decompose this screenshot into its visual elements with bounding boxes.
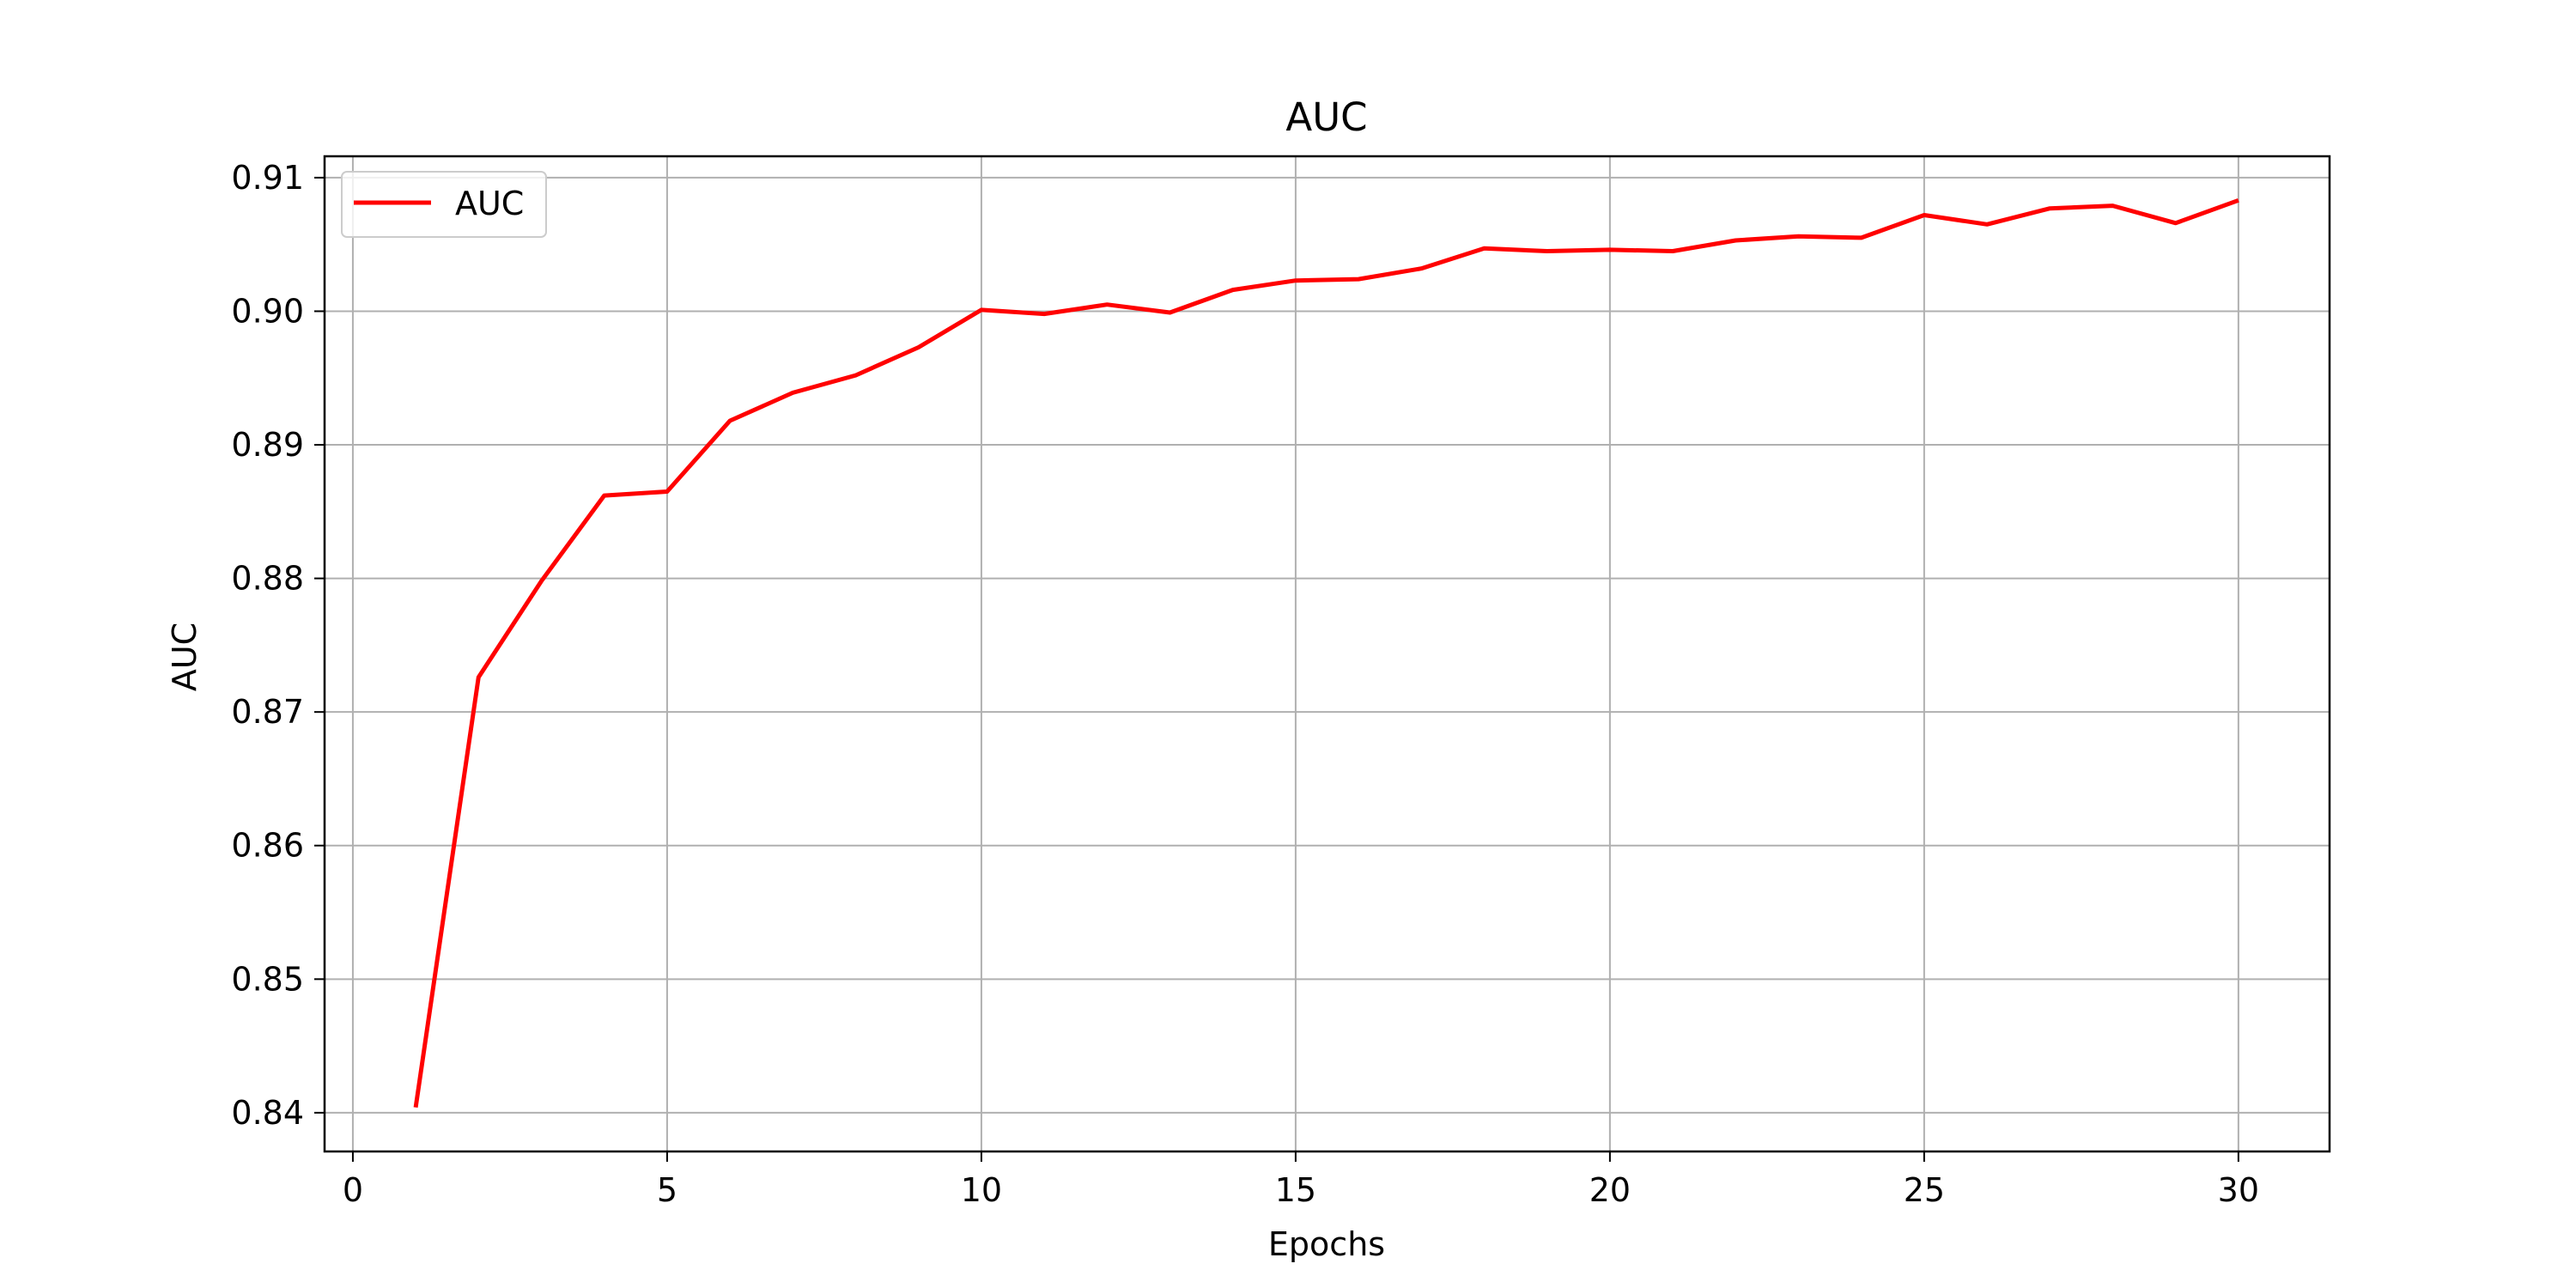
y-tick-label: 0.84 xyxy=(231,1094,304,1132)
y-tick-label: 0.86 xyxy=(231,827,304,865)
legend-box xyxy=(341,171,547,238)
plot-frame xyxy=(323,155,2331,1153)
legend-label: AUC xyxy=(455,185,524,222)
x-tick-label: 30 xyxy=(2218,1171,2259,1209)
grid-layer xyxy=(325,156,2330,1151)
x-tick-label: 15 xyxy=(1275,1171,1316,1209)
series-layer xyxy=(413,197,2239,1109)
tick-layer: 0 5 10 15 20 25 30 0.84 0.85 0.86 0.87 0.88 0.89 0.90… xyxy=(231,159,2259,1209)
y-tick-label: 0.88 xyxy=(231,560,304,598)
x-tick-label: 20 xyxy=(1589,1171,1631,1209)
y-tick-label: 0.89 xyxy=(231,426,304,464)
y-tick-label: 0.85 xyxy=(231,960,304,998)
chart-title: AUC xyxy=(1285,94,1367,140)
x-tick-label: 0 xyxy=(343,1171,363,1209)
x-axis-label: Epochs xyxy=(1268,1225,1385,1263)
y-tick-label: 0.91 xyxy=(231,159,304,197)
series-line-auc xyxy=(413,197,2239,1109)
y-axis-label: AUC xyxy=(166,623,204,691)
y-tick-label: 0.90 xyxy=(231,292,304,330)
y-tick-label: 0.87 xyxy=(231,693,304,731)
legend: AUC xyxy=(341,171,547,238)
x-tick-label: 10 xyxy=(961,1171,1002,1209)
x-tick-label: 25 xyxy=(1904,1171,1945,1209)
x-tick-label: 5 xyxy=(657,1171,677,1209)
